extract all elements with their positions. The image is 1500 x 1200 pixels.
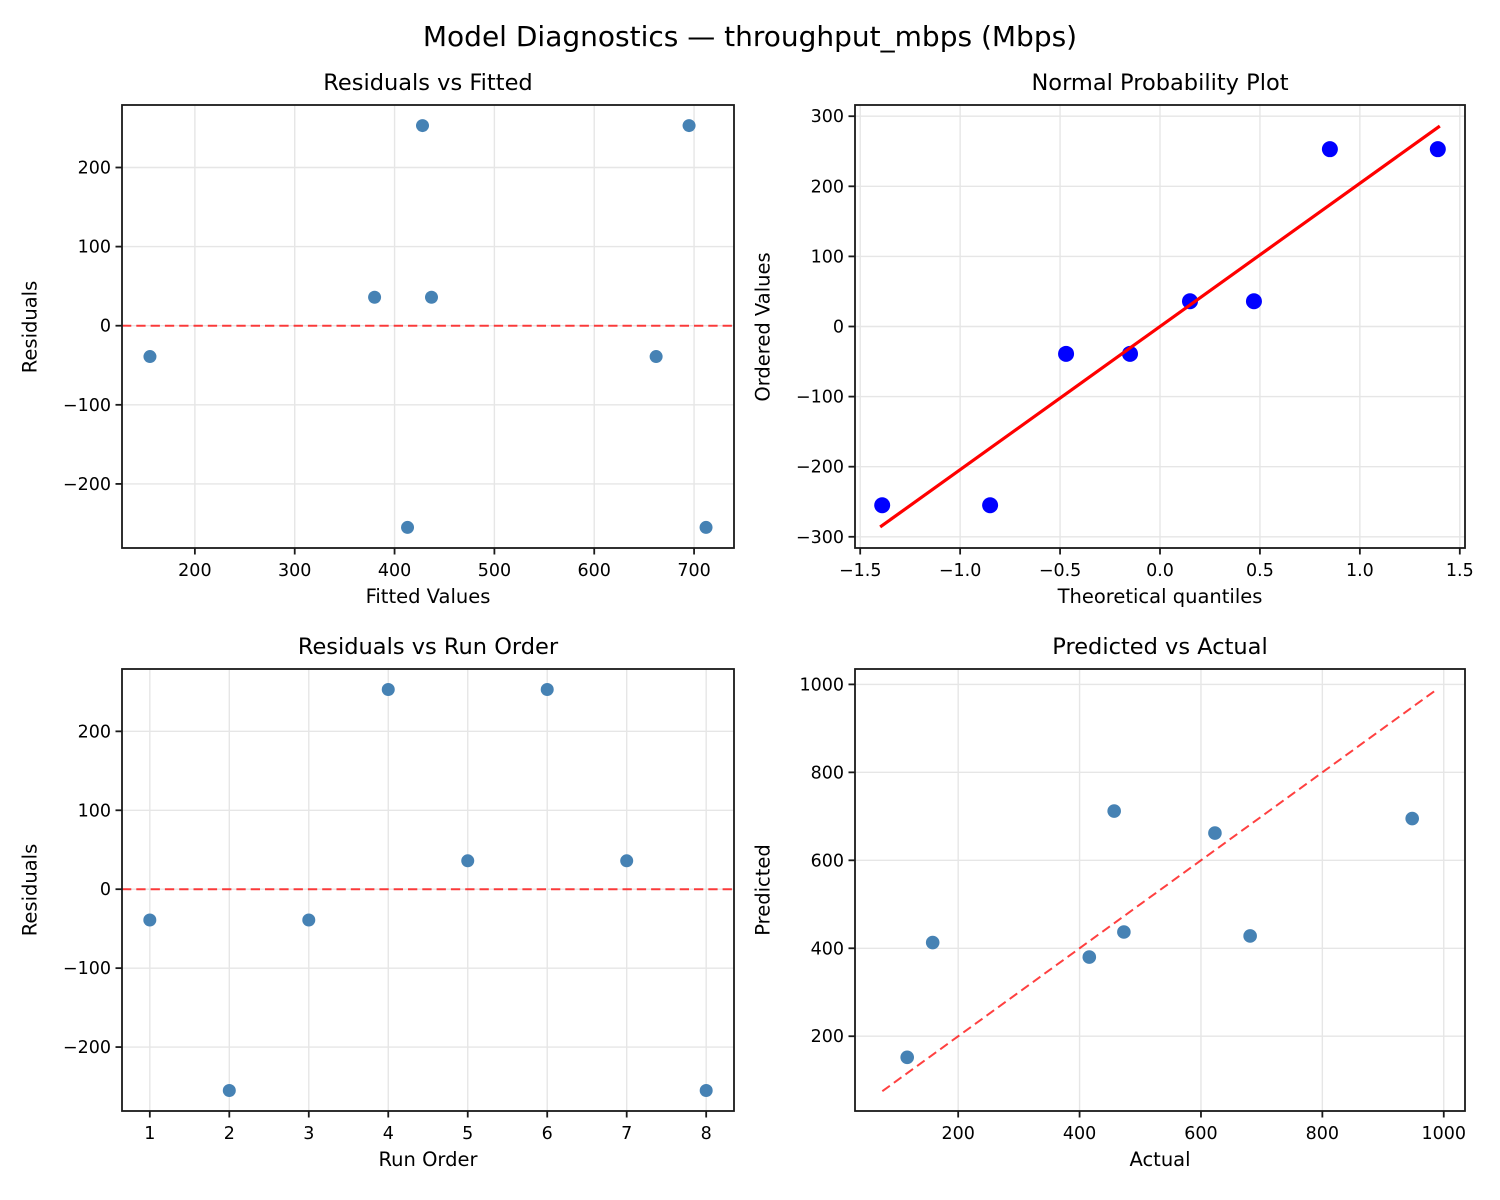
svg-text:−1.5: −1.5 <box>839 561 882 581</box>
svg-text:0.0: 0.0 <box>1146 561 1174 581</box>
svg-text:200: 200 <box>178 561 211 581</box>
svg-text:6: 6 <box>542 1124 553 1144</box>
y-axis-label: Predicted <box>751 844 775 936</box>
svg-text:4: 4 <box>383 1124 394 1144</box>
svg-text:0: 0 <box>833 318 844 338</box>
svg-text:8: 8 <box>701 1124 712 1144</box>
svg-text:2: 2 <box>224 1124 235 1144</box>
svg-text:400: 400 <box>378 561 411 581</box>
x-axis-label: Run Order <box>378 1148 478 1171</box>
svg-text:500: 500 <box>478 561 511 581</box>
svg-text:0.5: 0.5 <box>1246 561 1274 581</box>
svg-text:−100: −100 <box>796 388 844 408</box>
svg-text:0: 0 <box>100 317 111 337</box>
x-axis-label: Actual <box>1129 1148 1191 1171</box>
svg-text:700: 700 <box>677 561 710 581</box>
svg-text:1000: 1000 <box>1421 1124 1466 1144</box>
svg-text:−0.5: −0.5 <box>1039 561 1082 581</box>
plot-canvas-predicted-vs-actual: 200 400 600 800 1000 200 400 600 800 1000 <box>799 668 1466 1144</box>
svg-text:1: 1 <box>144 1124 155 1144</box>
plot-canvas-residuals-vs-run-order: 1 2 3 4 5 6 7 8 −200 −100 0 100 200 <box>63 668 735 1144</box>
plot-title: Normal Probability Plot <box>1031 70 1289 96</box>
plot-title: Predicted vs Actual <box>1052 634 1268 660</box>
svg-text:200: 200 <box>941 1124 974 1144</box>
svg-text:1.5: 1.5 <box>1446 561 1474 581</box>
y-axis-label: Residuals <box>18 843 42 937</box>
x-axis-label: Theoretical quantiles <box>1057 585 1263 608</box>
svg-text:3: 3 <box>303 1124 314 1144</box>
svg-text:−100: −100 <box>63 959 111 979</box>
svg-text:400: 400 <box>811 939 844 959</box>
plot-title: Residuals vs Fitted <box>323 70 533 96</box>
svg-text:100: 100 <box>78 238 111 258</box>
svg-text:1.0: 1.0 <box>1346 561 1374 581</box>
plot-canvas-normal-probability: −1.5 −1.0 −0.5 0.0 0.5 1.0 1.5 −300 −200 −100 0 100… <box>796 104 1474 581</box>
svg-text:7: 7 <box>621 1124 632 1144</box>
svg-text:−200: −200 <box>63 475 111 495</box>
svg-text:200: 200 <box>811 177 844 197</box>
svg-text:200: 200 <box>78 722 111 742</box>
svg-text:400: 400 <box>1063 1124 1096 1144</box>
x-axis-label: Fitted Values <box>365 585 491 608</box>
svg-text:1000: 1000 <box>799 675 844 695</box>
svg-text:800: 800 <box>811 763 844 783</box>
svg-text:0: 0 <box>100 880 111 900</box>
figure-title: Model Diagnostics — throughput_mbps (Mbp… <box>422 20 1078 53</box>
y-axis-label: Residuals <box>18 280 42 373</box>
svg-text:300: 300 <box>811 107 844 127</box>
svg-text:600: 600 <box>1184 1124 1217 1144</box>
svg-text:600: 600 <box>811 851 844 871</box>
plot-canvas-residuals-vs-fitted: 200 300 400 500 600 700 −200 −100 0 100 200 <box>63 104 735 581</box>
svg-text:−300: −300 <box>796 528 844 548</box>
svg-text:200: 200 <box>811 1027 844 1047</box>
svg-text:−1.0: −1.0 <box>939 561 982 581</box>
svg-text:600: 600 <box>578 561 611 581</box>
y-axis-label: Ordered Values <box>751 251 775 402</box>
svg-text:200: 200 <box>78 158 111 178</box>
svg-text:100: 100 <box>78 801 111 821</box>
svg-text:−200: −200 <box>63 1038 111 1058</box>
svg-text:−100: −100 <box>63 396 111 416</box>
svg-text:−200: −200 <box>796 458 844 478</box>
plot-title: Residuals vs Run Order <box>297 634 559 660</box>
svg-text:300: 300 <box>278 561 311 581</box>
svg-text:5: 5 <box>462 1124 473 1144</box>
svg-text:800: 800 <box>1306 1124 1339 1144</box>
svg-text:100: 100 <box>811 247 844 267</box>
